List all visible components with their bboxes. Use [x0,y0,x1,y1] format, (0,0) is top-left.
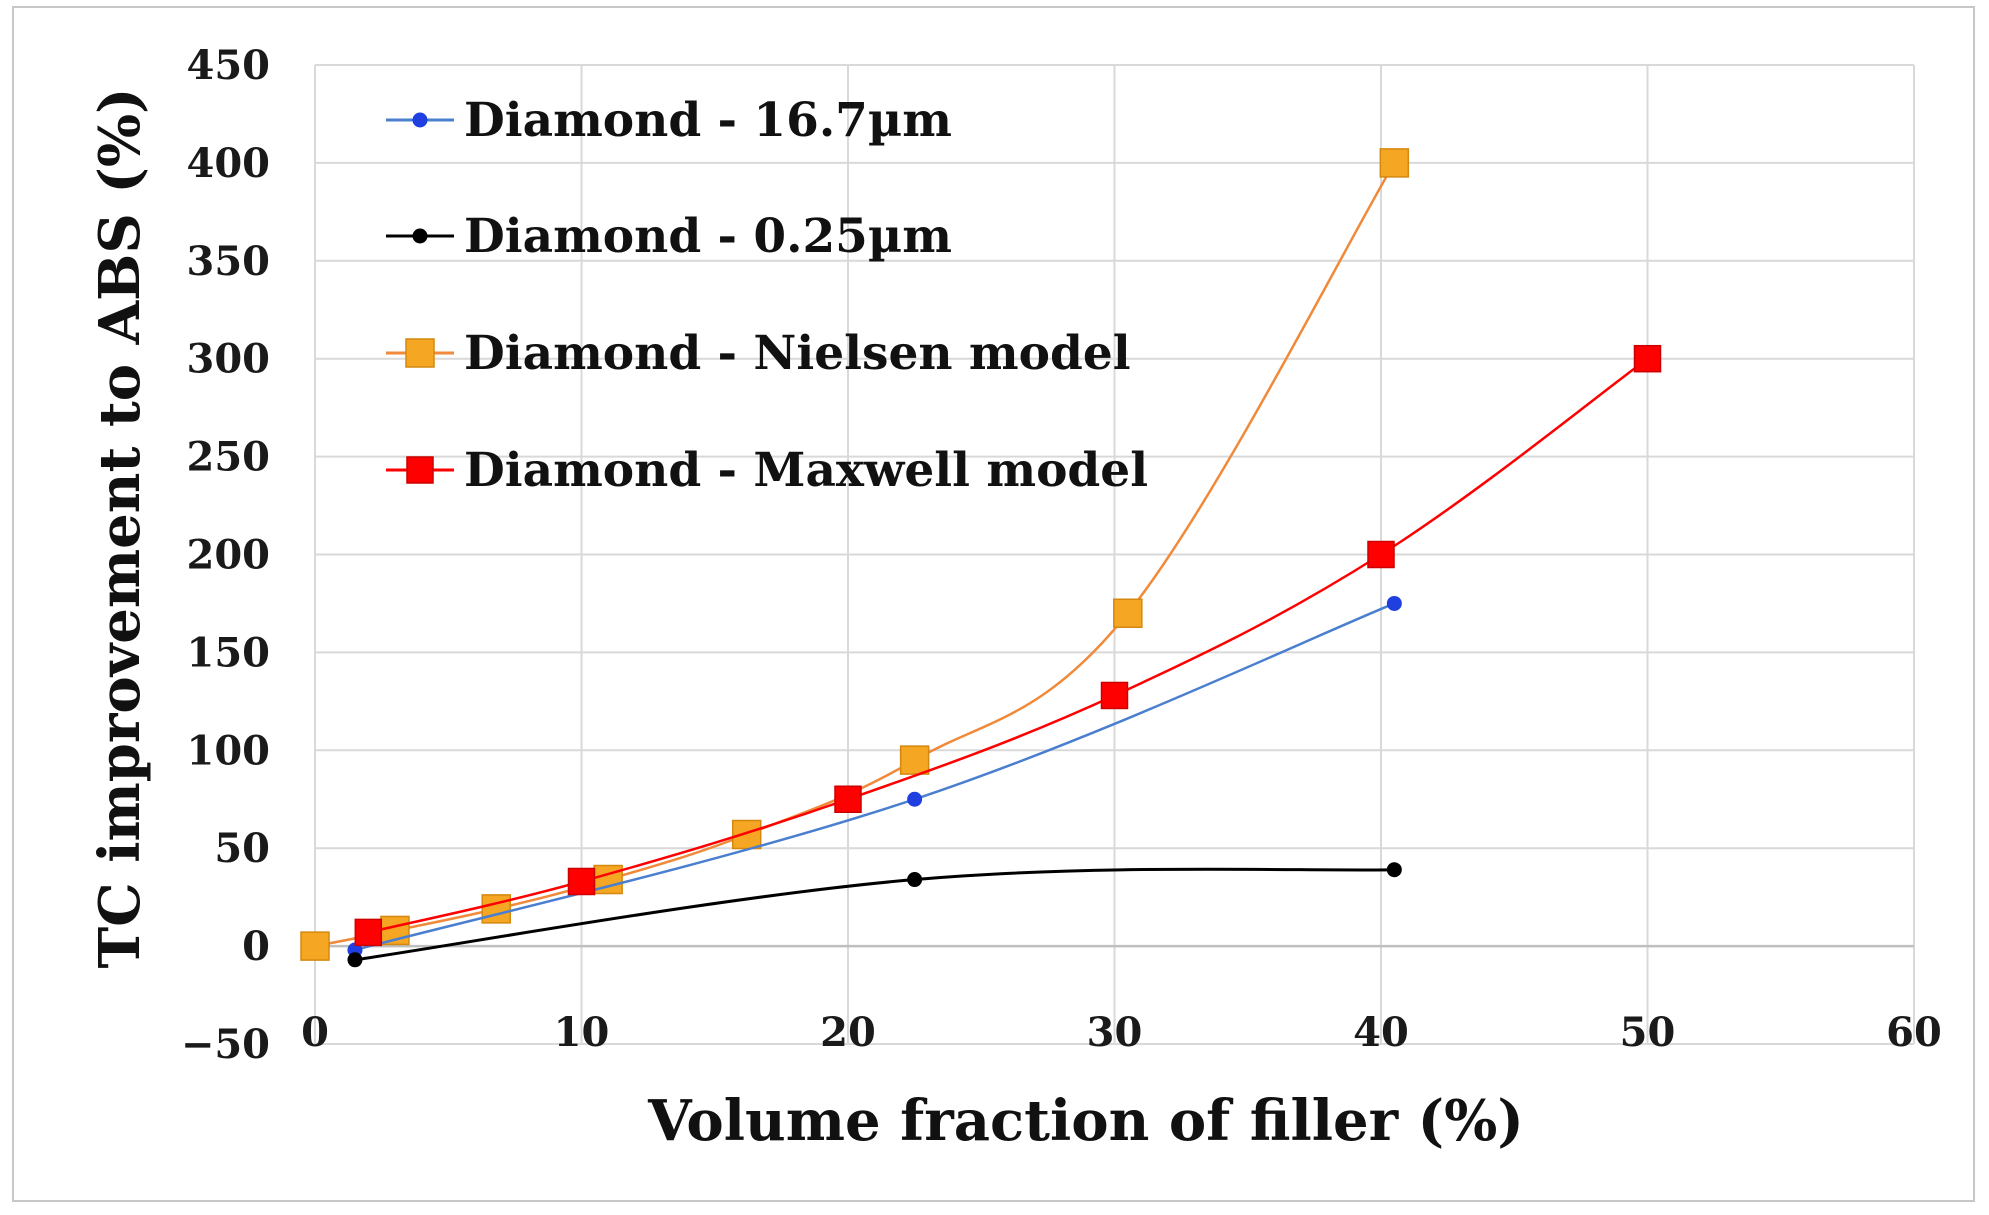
x-tick-label: 60 [1886,1009,1942,1056]
y-tick-label: −50 [181,1021,270,1068]
series-2 [300,148,1410,961]
data-point [1386,862,1402,878]
grid-layer [314,64,1915,1045]
y-tick-label: 300 [187,336,271,383]
data-point [567,867,596,896]
y-tick-label: 250 [187,434,271,481]
legend-swatch-marker [412,228,428,244]
data-point [899,745,930,775]
data-point [907,791,923,807]
data-point [380,915,410,946]
data-point [1633,344,1662,373]
legend-swatch-marker [412,112,428,128]
legend-label: Diamond - Nielsen model [464,326,1131,381]
data-point [1386,595,1402,611]
data-point [300,931,330,961]
data-point [731,819,762,850]
data-point [1113,598,1143,628]
x-tick-label: 10 [554,1009,610,1056]
y-tick-label: 150 [187,629,271,676]
y-tick-label: 50 [214,825,270,872]
y-tick-label: 350 [187,238,271,285]
legend-label: Diamond - Maxwell model [464,443,1148,498]
legend-swatch-marker [405,338,435,368]
legend-label: Diamond - 16.7µm [464,93,952,148]
x-tick-label: 40 [1353,1009,1409,1056]
data-point [354,918,383,947]
x-tick-label: 50 [1620,1009,1676,1056]
legend: Diamond - 16.7µm Diamond - 0.25µm Diamond … [386,93,1148,498]
legend-item: Diamond - Maxwell model [386,443,1148,498]
y-tick-label: 400 [187,140,271,187]
x-tick-label: 0 [301,1009,329,1056]
series-1 [347,862,1402,968]
y-tick-label: 450 [187,42,271,89]
x-tick-label: 30 [1087,1009,1143,1056]
tick-labels: −50 0 50 100 150 200 250 300 350 400 450 0 10 20 30 40 5… [181,42,1942,1068]
legend-item: Diamond - Nielsen model [386,326,1131,381]
chart-svg: −50 0 50 100 150 200 250 300 350 400 450 0 10 20 30 40 5… [87,42,1942,1154]
legend-item: Diamond - 0.25µm [386,209,952,264]
data-point [834,785,862,813]
y-axis-title: TC improvement to ABS (%) [87,87,153,968]
series-3 [354,344,1662,947]
y-tick-label: 100 [187,727,271,774]
chart-frame: −50 0 50 100 150 200 250 300 350 400 450 0 10 20 30 40 5… [12,6,1975,1202]
y-tick-label: 0 [242,923,270,970]
legend-item: Diamond - 16.7µm [386,93,952,148]
x-tick-label: 20 [820,1009,876,1056]
y-tick-label: 200 [187,532,271,579]
data-point [481,894,511,924]
legend-label: Diamond - 0.25µm [464,209,952,264]
series-layer [300,148,1662,968]
data-point [347,952,363,968]
data-point [907,872,923,888]
x-axis-title: Volume fraction of filler (%) [647,1088,1524,1154]
data-point [1367,540,1395,569]
legend-swatch-marker [406,456,434,484]
data-point [1100,681,1129,710]
data-point [1379,148,1410,178]
